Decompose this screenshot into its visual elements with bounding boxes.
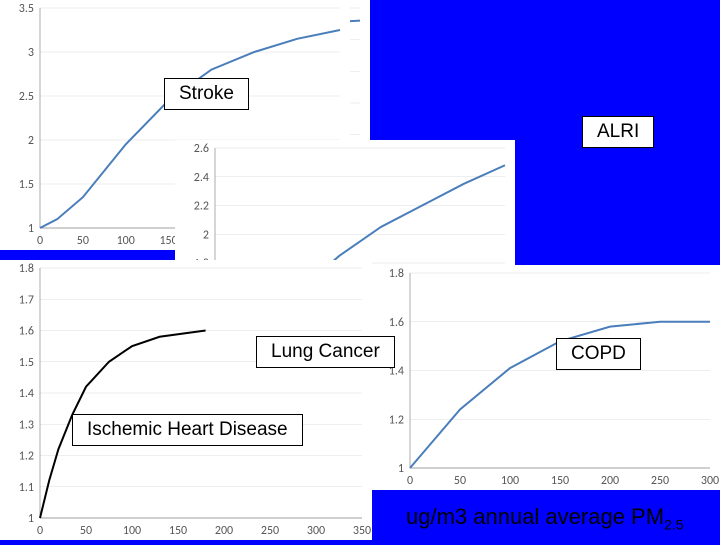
svg-text:1.4: 1.4 <box>19 387 34 401</box>
x-axis-caption: ug/m3 annual average PM2.5 <box>406 504 684 532</box>
svg-text:250: 250 <box>651 474 669 488</box>
svg-text:2: 2 <box>203 228 209 242</box>
svg-text:100: 100 <box>123 524 141 538</box>
svg-text:0: 0 <box>37 524 43 538</box>
svg-text:2.2: 2.2 <box>194 200 209 214</box>
svg-text:50: 50 <box>77 234 89 248</box>
svg-text:1.2: 1.2 <box>19 450 34 464</box>
svg-text:350: 350 <box>353 524 371 538</box>
copd-chart: 11.21.41.61.8050100150200250300 <box>370 265 720 490</box>
svg-text:1.1: 1.1 <box>19 481 34 495</box>
svg-text:1.5: 1.5 <box>19 178 34 192</box>
svg-text:300: 300 <box>307 524 325 538</box>
caption-text: ug/m3 annual average PM2.5 <box>406 504 684 529</box>
svg-text:1.7: 1.7 <box>19 293 34 307</box>
svg-text:3: 3 <box>28 46 34 60</box>
svg-text:1: 1 <box>398 462 404 476</box>
copd-label: COPD <box>556 338 641 370</box>
svg-text:2.6: 2.6 <box>194 142 209 156</box>
ihd-chart-panel: 1 1.1 1.2 1.3 1.4 1.5 1.6 1.7 1.8 0 50 100 150 200 250… <box>0 260 372 540</box>
ihd-label: Ischemic Heart Disease <box>72 414 303 446</box>
ihd-chart: 1 1.1 1.2 1.3 1.4 1.5 1.6 1.7 1.8 0 50 100 150 200 250… <box>0 260 372 540</box>
copd-chart-panel: 11.21.41.61.8050100150200250300 <box>370 265 720 490</box>
svg-text:1.6: 1.6 <box>19 325 34 339</box>
svg-text:50: 50 <box>80 524 92 538</box>
svg-text:200: 200 <box>601 474 619 488</box>
svg-text:1.8: 1.8 <box>19 262 34 276</box>
svg-text:50: 50 <box>454 474 466 488</box>
svg-text:300: 300 <box>701 474 719 488</box>
svg-text:1.3: 1.3 <box>19 418 34 432</box>
svg-text:2.5: 2.5 <box>19 90 34 104</box>
svg-text:0: 0 <box>37 234 43 248</box>
svg-text:2.4: 2.4 <box>194 171 209 185</box>
svg-text:1.5: 1.5 <box>19 356 34 370</box>
svg-text:150: 150 <box>169 524 187 538</box>
svg-text:1.2: 1.2 <box>389 413 404 427</box>
svg-text:2: 2 <box>28 134 34 148</box>
svg-text:1.6: 1.6 <box>389 316 404 330</box>
svg-text:1.8: 1.8 <box>389 267 404 281</box>
svg-text:100: 100 <box>501 474 519 488</box>
svg-text:0: 0 <box>407 474 413 488</box>
svg-text:3.5: 3.5 <box>19 2 34 16</box>
svg-text:1: 1 <box>28 512 34 526</box>
alri-label: ALRI <box>582 116 654 148</box>
stroke-label: Stroke <box>164 78 249 110</box>
svg-text:1: 1 <box>28 222 34 236</box>
lung-cancer-label: Lung Cancer <box>256 336 395 368</box>
svg-text:200: 200 <box>215 524 233 538</box>
svg-text:250: 250 <box>261 524 279 538</box>
svg-text:100: 100 <box>117 234 135 248</box>
svg-text:150: 150 <box>551 474 569 488</box>
